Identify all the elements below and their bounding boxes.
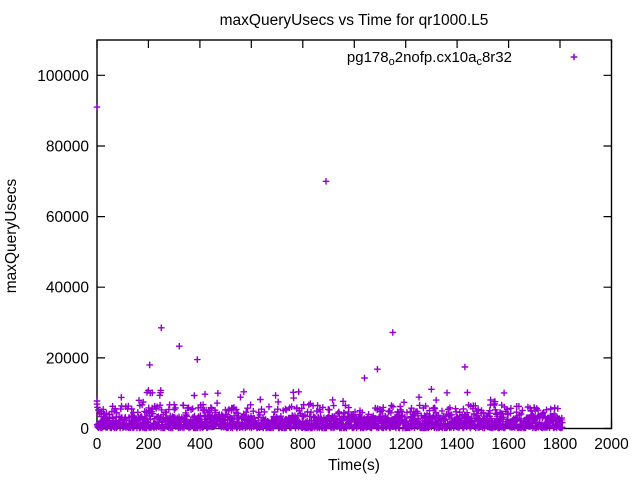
legend: pg178o2nofp.cx10ac8r32 [347,49,578,68]
y-tick-label: 20000 [46,350,89,367]
x-axis-label: Time(s) [328,457,380,474]
chart-title: maxQueryUsecs vs Time for qr1000.L5 [220,12,489,29]
x-tick-label: 1200 [388,436,423,453]
data-points-series [93,103,566,432]
x-tick-label: 2000 [594,436,629,453]
x-tick-label: 600 [238,436,264,453]
legend-label: pg178o2nofp.cx10ac8r32 [347,49,512,68]
x-tick-label: 800 [290,436,316,453]
y-axis-label: maxQueryUsecs [3,178,20,293]
x-tick-label: 1400 [440,436,475,453]
x-tick-label: 1800 [543,436,578,453]
x-tick-label: 1600 [491,436,526,453]
y-tick-label: 100000 [37,68,89,85]
legend-marker [570,53,578,61]
y-tick-label: 80000 [46,139,89,156]
y-tick-label: 0 [80,421,89,438]
plot-border [96,39,613,430]
axes: 0 200 400 600 800 1000 1200 1400 1600 1800 2000020… [37,39,629,453]
x-tick-label: 0 [93,436,102,453]
tick-marks [96,40,613,430]
x-tick-label: 400 [187,436,213,453]
y-tick-label: 60000 [46,209,89,226]
x-tick-label: 200 [135,436,161,453]
x-tick-label: 1000 [337,436,372,453]
scatter-points [93,103,566,432]
y-tick-label: 40000 [46,280,89,297]
